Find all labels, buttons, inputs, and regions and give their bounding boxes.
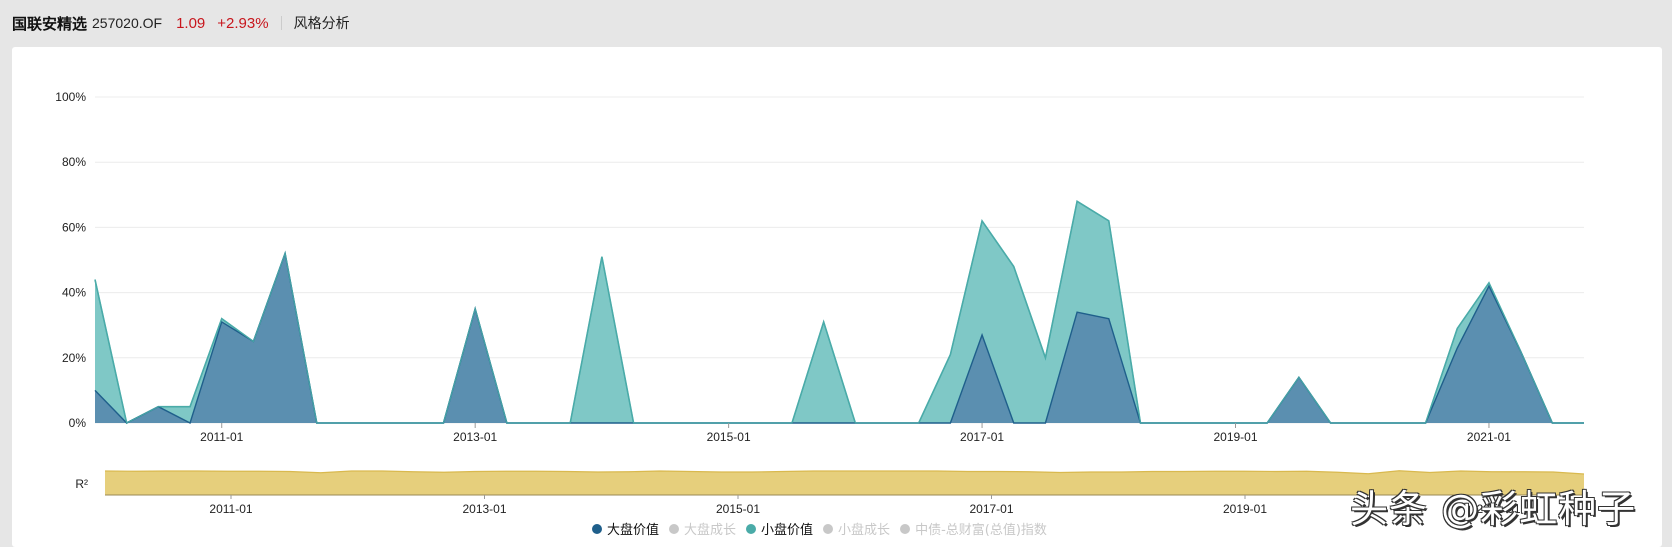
r2-x-tick-label: 2021-01 [1476, 502, 1520, 516]
y-tick-label: 100% [55, 90, 86, 104]
tab-style-analysis[interactable]: 风格分析 [293, 16, 350, 32]
legend-label: 小盘成长 [838, 523, 891, 538]
y-tick-label: 40% [62, 286, 86, 300]
r2-x-tick-label: 2017-01 [969, 502, 1013, 516]
legend-label: 小盘价值 [761, 523, 814, 538]
x-tick-label: 2011-01 [200, 430, 243, 444]
series-small-value-area [95, 201, 1584, 423]
fund-name: 国联安精选 [12, 14, 88, 33]
chart-legend: 大盘价值 大盘成长 小盘价值 小盘成长 中债-总财富(总值)指数 [592, 519, 1057, 538]
r2-x-tick-label: 2019-01 [1223, 502, 1267, 516]
legend-dot-icon [823, 523, 834, 534]
legend-label: 中债-总财富(总值)指数 [915, 523, 1047, 538]
legend-label: 大盘成长 [684, 523, 737, 538]
series-big-value-area [95, 253, 1584, 423]
fund-change: +2.93% [217, 14, 269, 32]
legend-item-1[interactable]: 大盘成长 [669, 519, 736, 538]
watermark: 头条 @彩虹种子 [1350, 487, 1637, 531]
fund-price: 1.09 [176, 14, 206, 32]
r2-area [105, 470, 1584, 495]
y-tick-label: 60% [62, 220, 86, 234]
fund-code: 257020.OF [92, 15, 163, 31]
r2-label: R² [75, 477, 88, 491]
series-small-value-line-top [94, 200, 1584, 424]
x-tick-label: 2017-01 [960, 430, 1004, 444]
r2-x-tick-label: 2013-01 [462, 502, 506, 516]
x-tick-label: 2021-01 [1467, 430, 1511, 444]
r2-x-tick-label: 2011-01 [209, 502, 252, 516]
legend-dot-icon [592, 523, 602, 534]
y-tick-label: 20% [62, 351, 86, 365]
y-tick-label: 0% [69, 416, 87, 430]
fund-header: 国联安精选 257020.OF 1.09 +2.93% 风格分析 [12, 10, 350, 36]
legend-label: 大盘价值 [607, 523, 660, 538]
legend-dot-icon [746, 523, 757, 534]
legend-item-0[interactable]: 大盘价值 [592, 519, 659, 538]
x-tick-label: 2019-01 [1213, 430, 1257, 444]
legend-dot-icon [900, 523, 911, 534]
header-divider [280, 16, 282, 30]
legend-item-4[interactable]: 中债-总财富(总值)指数 [900, 519, 1047, 538]
legend-item-3[interactable]: 小盘成长 [823, 519, 890, 538]
legend-dot-icon [669, 523, 680, 534]
y-tick-label: 80% [62, 155, 86, 169]
r2-x-tick-label: 2015-01 [716, 502, 760, 516]
legend-item-2[interactable]: 小盘价值 [746, 519, 813, 538]
x-tick-label: 2015-01 [707, 430, 751, 444]
x-tick-label: 2013-01 [453, 430, 497, 444]
r2-line [104, 470, 1585, 475]
